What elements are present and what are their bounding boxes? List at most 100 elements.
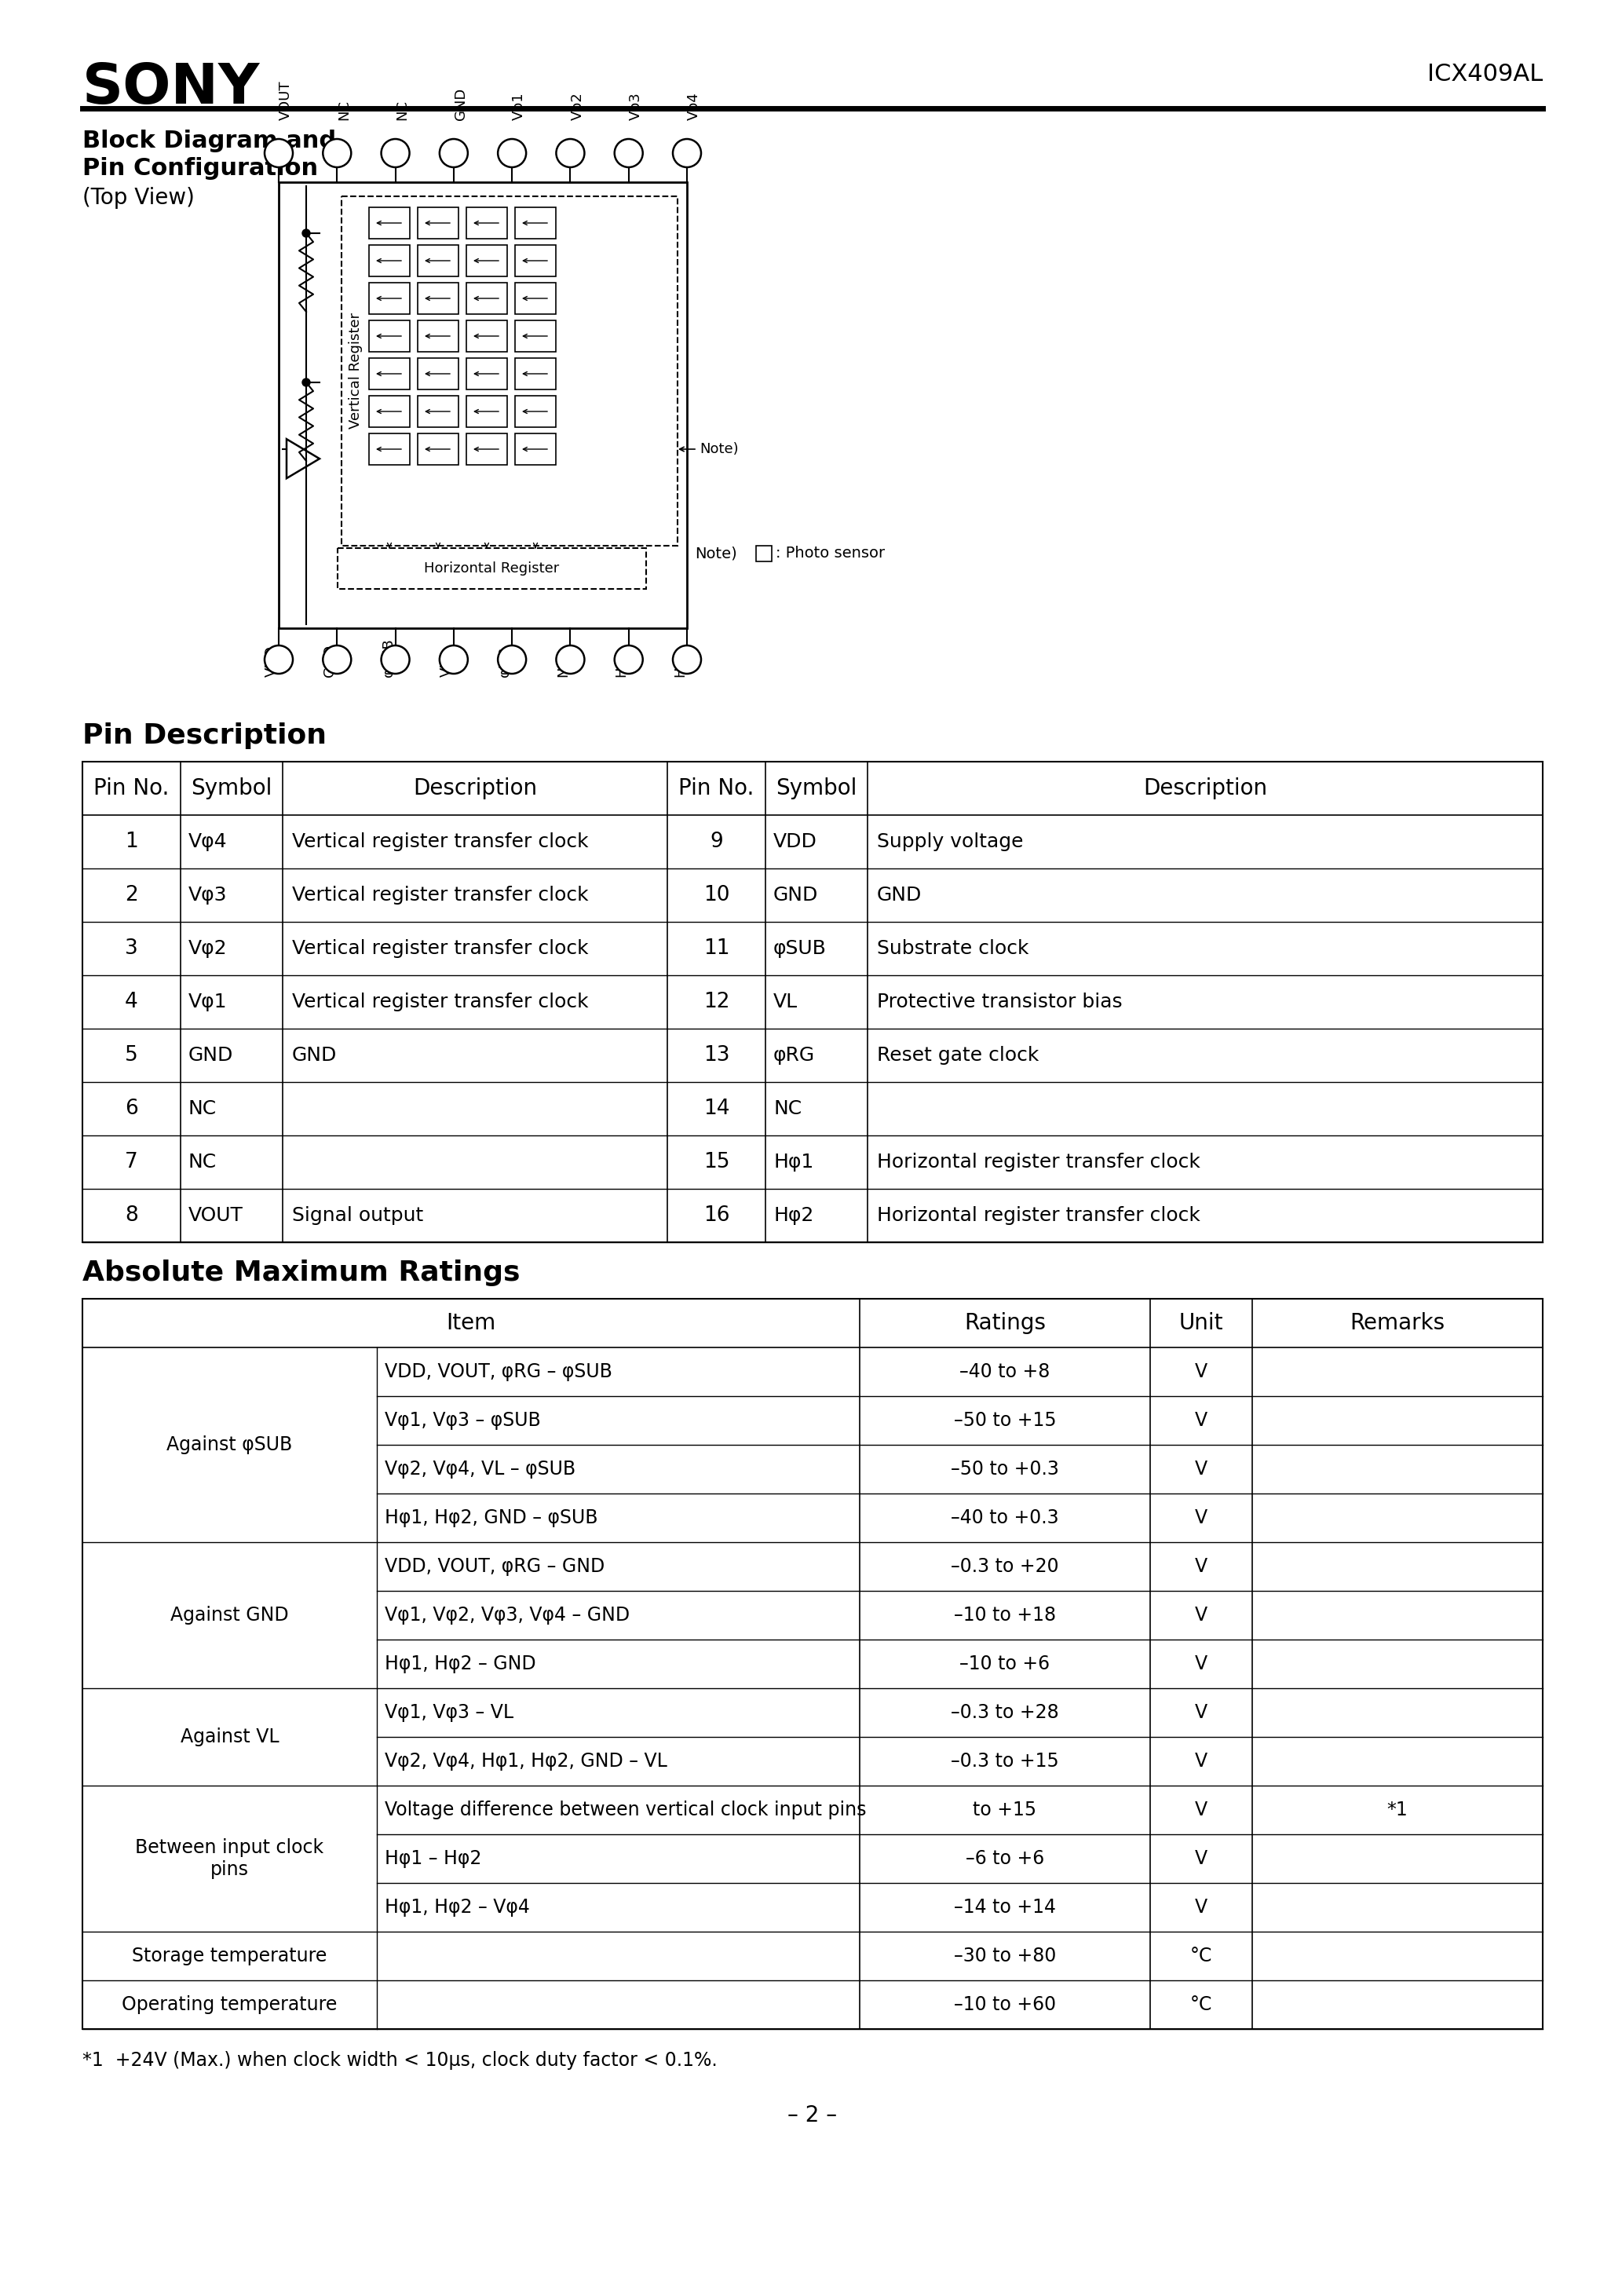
Bar [467, 282, 508, 315]
Text: VOUT: VOUT [279, 80, 294, 119]
Text: Vertical Register: Vertical Register [349, 312, 363, 429]
Text: Vertical register transfer clock: Vertical register transfer clock [292, 886, 589, 905]
Text: VDD, VOUT, φRG – GND: VDD, VOUT, φRG – GND [384, 1557, 605, 1575]
Text: Hφ1: Hφ1 [615, 647, 629, 677]
Circle shape [264, 645, 294, 673]
Text: –50 to +15: –50 to +15 [954, 1412, 1056, 1430]
Circle shape [498, 140, 526, 168]
Text: Ratings: Ratings [963, 1311, 1046, 1334]
Bar [368, 207, 410, 239]
Text: 6: 6 [391, 147, 399, 161]
Text: –50 to +0.3: –50 to +0.3 [950, 1460, 1059, 1479]
Text: GND: GND [323, 645, 337, 677]
Bar [418, 282, 459, 315]
Text: Vφ2, Vφ4, Hφ1, Hφ2, GND – VL: Vφ2, Vφ4, Hφ1, Hφ2, GND – VL [384, 1752, 667, 1770]
Bar [467, 321, 508, 351]
Text: 16: 16 [678, 652, 696, 666]
Circle shape [556, 140, 584, 168]
Text: NC: NC [396, 99, 409, 119]
Circle shape [615, 645, 642, 673]
Circle shape [673, 645, 701, 673]
Text: Vφ2: Vφ2 [188, 939, 227, 957]
Circle shape [381, 645, 409, 673]
Text: V: V [1195, 1362, 1207, 1382]
Text: 10: 10 [329, 652, 345, 666]
Text: (Top View): (Top View) [83, 186, 195, 209]
Text: Note): Note) [694, 546, 736, 560]
Circle shape [440, 140, 467, 168]
Text: V: V [1195, 1412, 1207, 1430]
Text: –30 to +80: –30 to +80 [954, 1947, 1056, 1965]
Text: Vφ3: Vφ3 [188, 886, 227, 905]
Text: 7: 7 [333, 147, 341, 161]
Text: *1: *1 [1387, 1800, 1408, 1818]
Text: – 2 –: – 2 – [788, 2105, 837, 2126]
Bar [368, 321, 410, 351]
Text: φSUB: φSUB [774, 939, 827, 957]
Bar [342, 195, 678, 546]
Text: 1: 1 [683, 147, 691, 161]
Text: Vφ2, Vφ4, VL – φSUB: Vφ2, Vφ4, VL – φSUB [384, 1460, 576, 1479]
Text: Hφ2: Hφ2 [673, 647, 688, 677]
Text: 14: 14 [561, 652, 579, 666]
Text: GND: GND [188, 1047, 234, 1065]
Text: : Photo sensor: : Photo sensor [775, 546, 886, 560]
Text: Vertical register transfer clock: Vertical register transfer clock [292, 939, 589, 957]
Text: –10 to +6: –10 to +6 [960, 1655, 1049, 1674]
Text: φRG: φRG [498, 647, 513, 677]
Text: –14 to +14: –14 to +14 [954, 1899, 1056, 1917]
Text: V: V [1195, 1704, 1207, 1722]
Circle shape [264, 140, 294, 168]
Text: Vφ3: Vφ3 [629, 92, 642, 119]
Bar [756, 546, 772, 563]
Text: GND: GND [878, 886, 921, 905]
Bar [467, 395, 508, 427]
Text: 2: 2 [624, 147, 633, 161]
Text: Against GND: Against GND [170, 1605, 289, 1626]
Text: Supply voltage: Supply voltage [878, 833, 1023, 852]
Text: 3: 3 [566, 147, 574, 161]
Text: Vertical register transfer clock: Vertical register transfer clock [292, 833, 589, 852]
Text: Storage temperature: Storage temperature [131, 1947, 328, 1965]
Bar [368, 358, 410, 390]
Bar [418, 321, 459, 351]
Text: Hφ2: Hφ2 [774, 1205, 814, 1226]
Text: φRG: φRG [774, 1047, 814, 1065]
Text: φSUB: φSUB [381, 638, 396, 677]
Bar [516, 321, 556, 351]
Text: Horizontal register transfer clock: Horizontal register transfer clock [878, 1205, 1200, 1226]
Bar [83, 762, 1543, 1242]
Text: *1  +24V (Max.) when clock width < 10μs, clock duty factor < 0.1%.: *1 +24V (Max.) when clock width < 10μs, … [83, 2050, 717, 2071]
Text: –0.3 to +28: –0.3 to +28 [950, 1704, 1059, 1722]
Text: Symbol: Symbol [191, 778, 272, 799]
Text: SONY: SONY [83, 62, 260, 115]
Text: V: V [1195, 1557, 1207, 1575]
Text: Substrate clock: Substrate clock [878, 939, 1028, 957]
Text: Vφ1: Vφ1 [513, 92, 526, 119]
Bar [368, 395, 410, 427]
Text: Vertical register transfer clock: Vertical register transfer clock [292, 992, 589, 1010]
Text: Vφ1: Vφ1 [188, 992, 227, 1010]
Bar [418, 395, 459, 427]
Text: Vφ4: Vφ4 [688, 92, 701, 119]
Text: Against φSUB: Against φSUB [167, 1435, 292, 1453]
Text: GND: GND [774, 886, 819, 905]
Text: 15: 15 [704, 1153, 730, 1173]
Text: GND: GND [454, 87, 467, 119]
Text: Vφ2: Vφ2 [571, 92, 584, 119]
Text: V: V [1195, 1899, 1207, 1917]
Text: 12: 12 [446, 652, 462, 666]
Text: Item: Item [446, 1311, 496, 1334]
Text: °C: °C [1191, 1947, 1212, 1965]
Text: V: V [1195, 1800, 1207, 1818]
Text: Protective transistor bias: Protective transistor bias [878, 992, 1122, 1010]
Text: Block Diagram and: Block Diagram and [83, 129, 336, 152]
Bar [516, 282, 556, 315]
Text: 11: 11 [388, 652, 404, 666]
Text: Vφ1, Vφ3 – φSUB: Vφ1, Vφ3 – φSUB [384, 1412, 540, 1430]
Circle shape [381, 140, 409, 168]
Text: Operating temperature: Operating temperature [122, 1995, 337, 2014]
Text: V: V [1195, 1655, 1207, 1674]
Text: Vφ1, Vφ3 – VL: Vφ1, Vφ3 – VL [384, 1704, 514, 1722]
Text: Vφ1, Vφ2, Vφ3, Vφ4 – GND: Vφ1, Vφ2, Vφ3, Vφ4 – GND [384, 1605, 629, 1626]
